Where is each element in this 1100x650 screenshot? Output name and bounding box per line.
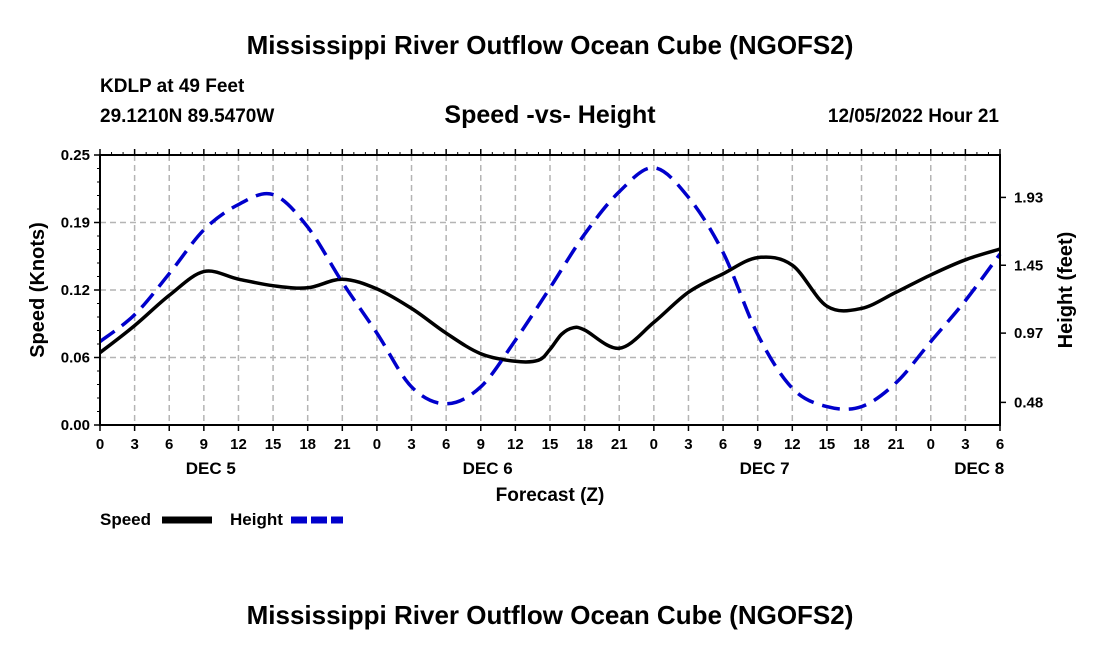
x-tick-label: 3 bbox=[130, 436, 138, 453]
forecast-datetime: 12/05/2022 Hour 21 bbox=[827, 106, 999, 127]
x-tick-label: 6 bbox=[442, 436, 450, 453]
chart-labels: 0 3 6 9 12 15 18 21 0 3 6 9 12 15 18 21 0 3 6 9 12 15 18 21 0 3 6 0… bbox=[27, 147, 1077, 506]
x-tick-label: 3 bbox=[961, 436, 969, 453]
x-tick-label: 21 bbox=[611, 436, 628, 453]
x-tick-label: 12 bbox=[784, 436, 801, 453]
chart-legend: Speed Height bbox=[100, 510, 343, 529]
x-tick-label: 18 bbox=[299, 436, 316, 453]
chart-series bbox=[98, 165, 1002, 412]
main-title: Mississippi River Outflow Ocean Cube (NG… bbox=[246, 30, 854, 60]
x-tick-label: 21 bbox=[334, 436, 351, 453]
footer-title: Mississippi River Outflow Ocean Cube (NG… bbox=[246, 600, 854, 630]
x-tick-label: 15 bbox=[265, 436, 282, 453]
legend-label-height: Height bbox=[230, 510, 283, 529]
x-tick-label: 0 bbox=[96, 436, 104, 453]
chart-grid bbox=[100, 155, 1000, 425]
y2-tick-label: 0.97 bbox=[1014, 325, 1043, 342]
y2-tick-label: 0.48 bbox=[1014, 394, 1043, 411]
x-day-label: DEC 6 bbox=[463, 459, 513, 478]
y-tick-label: 0.06 bbox=[61, 350, 90, 367]
x-tick-label: 6 bbox=[996, 436, 1004, 453]
x-tick-label: 6 bbox=[719, 436, 727, 453]
x-tick-label: 3 bbox=[684, 436, 692, 453]
y-tick-label: 0.12 bbox=[61, 282, 90, 299]
x-day-label: DEC 8 bbox=[954, 459, 1004, 478]
x-tick-label: 6 bbox=[165, 436, 173, 453]
y-tick-label: 0.25 bbox=[61, 147, 90, 164]
y-tick-label: 0.19 bbox=[61, 215, 90, 232]
y2-axis-title: Height (feet) bbox=[1055, 232, 1077, 349]
y2-tick-label: 1.93 bbox=[1014, 189, 1043, 206]
x-day-label: DEC 5 bbox=[186, 459, 236, 478]
y2-tick-label: 1.45 bbox=[1014, 257, 1043, 274]
legend-label-speed: Speed bbox=[100, 510, 151, 529]
x-tick-label: 0 bbox=[927, 436, 935, 453]
plot-frame bbox=[99, 154, 1001, 426]
y-tick-label: 0.00 bbox=[61, 417, 90, 434]
x-tick-label: 9 bbox=[754, 436, 762, 453]
x-tick-label: 18 bbox=[576, 436, 593, 453]
station-label: KDLP at 49 Feet bbox=[100, 76, 245, 97]
x-axis-title: Forecast (Z) bbox=[496, 485, 605, 506]
x-tick-label: 12 bbox=[507, 436, 524, 453]
x-tick-label: 18 bbox=[853, 436, 870, 453]
x-tick-label: 0 bbox=[650, 436, 658, 453]
x-tick-label: 0 bbox=[373, 436, 381, 453]
x-tick-label: 12 bbox=[230, 436, 247, 453]
x-tick-label: 15 bbox=[819, 436, 836, 453]
station-coordinates: 29.1210N 89.5470W bbox=[100, 106, 275, 127]
x-tick-label: 21 bbox=[888, 436, 905, 453]
x-tick-label: 15 bbox=[542, 436, 559, 453]
x-tick-label: 9 bbox=[200, 436, 208, 453]
y-axis-title: Speed (Knots) bbox=[27, 222, 49, 358]
x-tick-label: 3 bbox=[407, 436, 415, 453]
series-line-speed bbox=[98, 247, 1001, 364]
x-tick-label: 9 bbox=[477, 436, 485, 453]
chart-subtitle: Speed -vs- Height bbox=[444, 101, 656, 129]
x-day-label: DEC 7 bbox=[740, 459, 790, 478]
